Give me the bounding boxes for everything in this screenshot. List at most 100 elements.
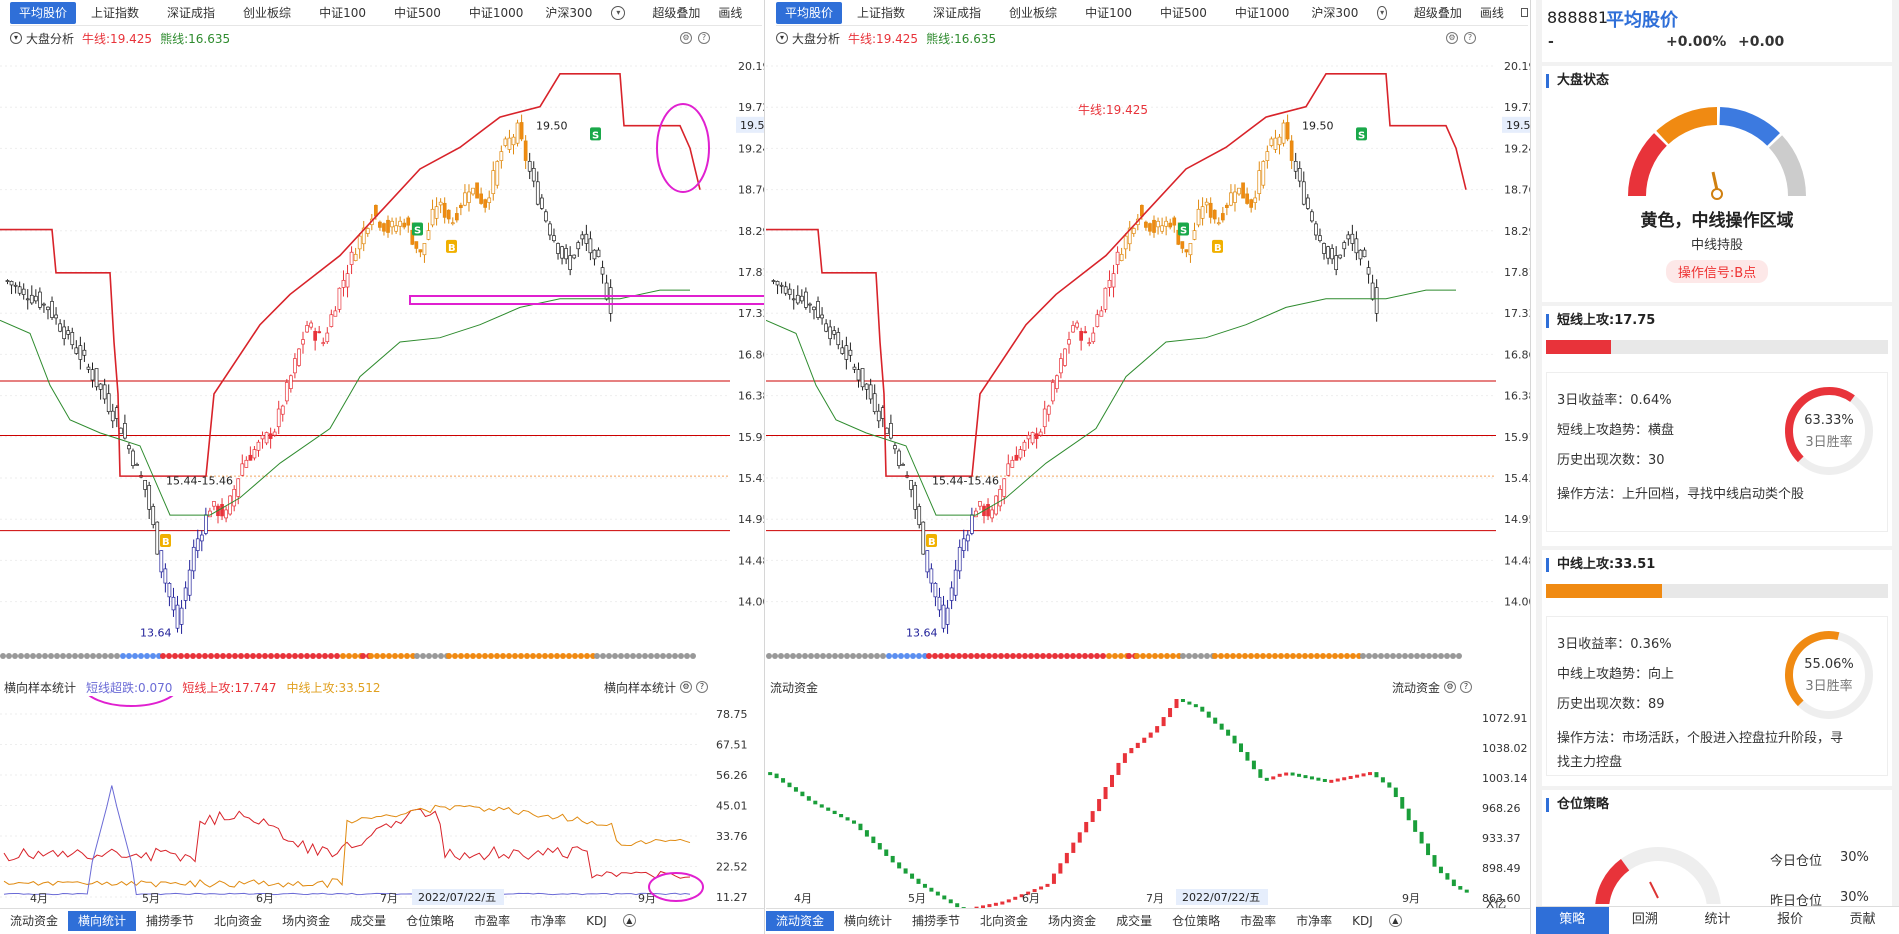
tab-sz-index[interactable]: 深证成指 — [933, 5, 982, 20]
tab-contribution[interactable]: 贡献 — [1849, 912, 1876, 927]
help-icon[interactable]: ? — [696, 681, 709, 693]
indicator-name[interactable]: 大盘分析 — [792, 31, 841, 46]
tab-csi300[interactable]: 沪深300 — [1311, 5, 1359, 20]
bottom-tab[interactable]: 仓位策略 — [1172, 913, 1221, 928]
fund-flow-bar — [774, 773, 779, 779]
super-overlay-button[interactable]: 超级叠加 — [652, 5, 701, 20]
tab-csi500[interactable]: 中证500 — [1159, 5, 1207, 20]
mid-attack-value: 中线上攻:33.512 — [286, 680, 381, 695]
bottom-tab[interactable]: 场内资金 — [282, 913, 331, 928]
help-icon[interactable]: ? — [698, 32, 710, 44]
status-dot — [1224, 653, 1230, 659]
help-icon[interactable]: ? — [1460, 681, 1473, 693]
price-tick: 20.19 — [1504, 60, 1530, 73]
fund-flow-bar — [1148, 732, 1153, 738]
fund-flow-bar — [1380, 777, 1385, 783]
status-dot — [1170, 653, 1176, 659]
left-sample-stat-chart[interactable]: 78.75 67.51 56.26 45.01 33.76 22.52 11.27 4月 5月 6… — [0, 696, 764, 908]
status-dot — [572, 653, 578, 659]
settings-icon[interactable]: ⚙ — [1444, 681, 1457, 693]
candle-body — [78, 345, 83, 360]
bottom-tab[interactable]: 市盈率 — [1240, 913, 1277, 928]
market-state-card: 大盘状态 黄色，中线操作区域 中线持股 操作信号:B点 — [1542, 66, 1892, 302]
tab-statistics[interactable]: 统计 — [1704, 912, 1731, 927]
tab-sz-index[interactable]: 深证成指 — [167, 5, 216, 20]
indicator-name[interactable]: 大盘分析 — [26, 31, 75, 46]
tab-gem[interactable]: 创业板综 — [1009, 5, 1058, 20]
tab-csi1000[interactable]: 中证1000 — [468, 5, 524, 20]
bottom-tab[interactable]: 成交量 — [350, 913, 387, 928]
status-dot — [660, 653, 666, 659]
status-dot — [584, 653, 590, 659]
price-tick: 19.24 — [738, 142, 764, 155]
bottom-tab[interactable]: 流动资金 — [10, 913, 59, 928]
tab-avg-price[interactable]: 平均股价 — [776, 1, 843, 24]
collapse-icon[interactable]: ▾ — [10, 32, 22, 44]
sub-axis-tick: 968.26 — [1482, 802, 1521, 815]
tab-csi100[interactable]: 中证100 — [319, 5, 366, 20]
detail-line: 找主力控盘 — [1557, 755, 1623, 770]
candle-body — [1293, 160, 1298, 172]
settings-icon[interactable]: ⚙ — [680, 32, 692, 44]
tab-csi1000[interactable]: 中证1000 — [1234, 5, 1290, 20]
bottom-tab[interactable]: 场内资金 — [1048, 913, 1097, 928]
bottom-tab[interactable]: KDJ — [1352, 913, 1373, 928]
price-tick: 18.76 — [738, 184, 764, 197]
candle-body — [1067, 339, 1071, 345]
tab-avg-price[interactable]: 平均股价 — [10, 1, 77, 24]
bottom-tab[interactable]: 北向资金 — [980, 913, 1029, 928]
candle-body — [1366, 267, 1371, 275]
chevron-up-icon[interactable]: ▲ — [1388, 914, 1402, 927]
draw-line-button[interactable]: 画线 — [1479, 5, 1504, 20]
status-dot — [1230, 653, 1236, 659]
sub-indicator-name[interactable]: 横向样本统计 — [4, 680, 77, 695]
bottom-tab[interactable]: 市盈率 — [474, 913, 511, 928]
status-dot — [648, 653, 654, 659]
tab-csi500[interactable]: 中证500 — [393, 5, 441, 20]
collapse-icon[interactable]: ▾ — [776, 32, 788, 44]
status-dot — [90, 653, 96, 659]
right-candlestick-chart[interactable]: 20.19 19.72 19.24 18.76 18.29 17.81 17.33 16.86… — [766, 48, 1530, 668]
candle-body — [1063, 348, 1067, 366]
tab-quote[interactable]: 报价 — [1777, 912, 1804, 927]
bottom-tab[interactable]: 仓位策略 — [406, 913, 455, 928]
left-candlestick-chart[interactable]: 20.19 19.72 19.24 18.76 18.29 17.81 17.33 16.86… — [0, 48, 764, 668]
chevron-down-icon[interactable]: ▾ — [611, 5, 626, 20]
sub-indicator-name[interactable]: 流动资金 — [770, 680, 819, 695]
tab-csi300[interactable]: 沪深300 — [545, 5, 593, 20]
bottom-tab[interactable]: 成交量 — [1116, 913, 1153, 928]
status-dot — [1326, 653, 1332, 659]
tab-backtrack[interactable]: 回溯 — [1631, 912, 1658, 927]
tab-gem[interactable]: 创业板综 — [243, 5, 292, 20]
help-icon[interactable]: ? — [1464, 32, 1476, 44]
right-fund-flow-chart[interactable]: 1072.91 1038.02 1003.14 968.26 933.37 898.49 8… — [766, 696, 1530, 908]
settings-icon[interactable]: ⚙ — [680, 681, 693, 693]
tab-csi100[interactable]: 中证100 — [1085, 5, 1132, 20]
bottom-tab[interactable]: 流动资金 — [766, 910, 835, 931]
sub-right-label: 横向样本统计 — [604, 680, 677, 695]
price-tick: 18.76 — [1504, 184, 1530, 197]
status-dot — [1456, 653, 1462, 659]
draw-line-button[interactable]: 画线 — [718, 5, 743, 20]
bottom-tab[interactable]: 市净率 — [530, 913, 567, 928]
bottom-tab[interactable]: 市净率 — [1296, 913, 1333, 928]
chevron-up-icon[interactable]: ▲ — [622, 914, 636, 927]
bottom-tab[interactable]: KDJ — [586, 913, 607, 928]
settings-icon[interactable]: ⚙ — [1446, 32, 1458, 44]
bottom-tab[interactable]: 北向资金 — [214, 913, 263, 928]
status-dot — [654, 653, 660, 659]
candle-body — [118, 427, 123, 435]
tab-strategy[interactable]: 策略 — [1536, 907, 1609, 934]
fund-flow-bar — [1309, 776, 1314, 780]
bottom-tab[interactable]: 横向统计 — [844, 913, 893, 928]
candle-body — [353, 253, 358, 261]
chevron-down-icon[interactable]: ▾ — [1377, 5, 1387, 20]
bottom-tab[interactable]: 捕捞季节 — [146, 913, 195, 928]
tab-sh-index[interactable]: 上证指数 — [91, 5, 140, 20]
tab-sh-index[interactable]: 上证指数 — [857, 5, 906, 20]
bottom-tab[interactable]: 横向统计 — [68, 910, 137, 931]
bottom-tab[interactable]: 捕捞季节 — [912, 913, 961, 928]
window-restore-icon[interactable] — [1520, 8, 1528, 17]
super-overlay-button[interactable]: 超级叠加 — [1413, 5, 1462, 20]
status-dot — [554, 653, 560, 659]
